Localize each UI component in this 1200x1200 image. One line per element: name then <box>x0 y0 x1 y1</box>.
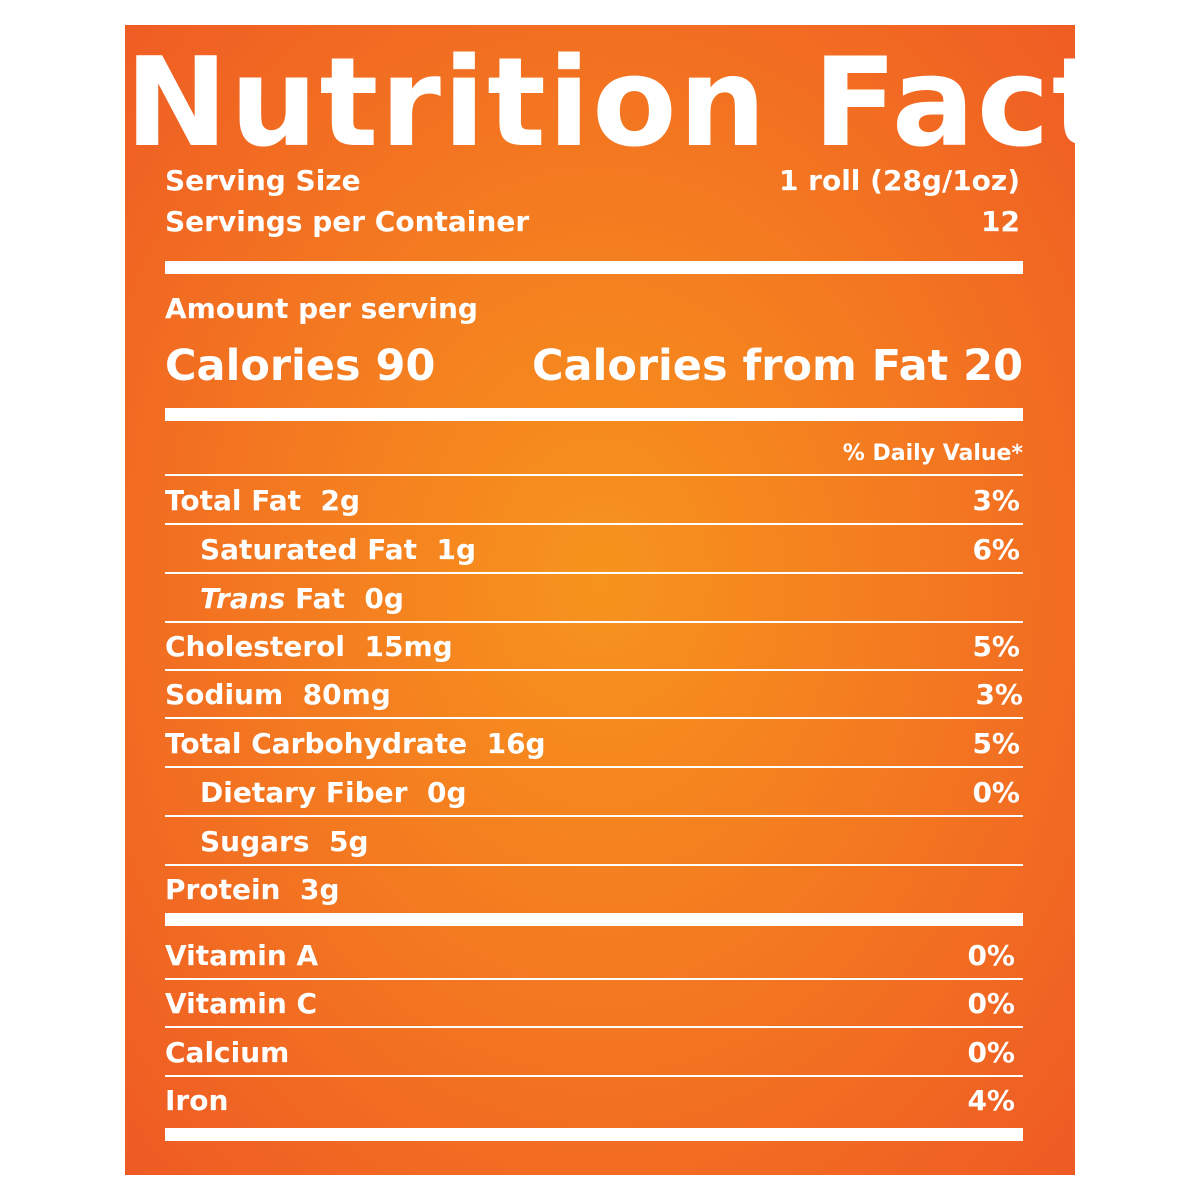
nutrient-dv-cholesterol: 5% <box>972 630 1020 663</box>
nutrient-amount: 15mg <box>364 630 453 663</box>
nutrient-name: Dietary Fiber <box>200 776 408 809</box>
divider-thin <box>165 669 1023 671</box>
nutrient-row-sodium: Sodium 80mg <box>165 681 391 709</box>
divider-thin <box>165 1026 1023 1028</box>
serving-size-value: 1 roll (28g/1oz) <box>778 164 1020 197</box>
vitamin-dv-vitamin-a: 0% <box>967 939 1015 972</box>
servings-per-container-label: Servings per Container <box>165 205 530 238</box>
nutrient-amount: 0g <box>364 582 404 615</box>
divider-thin <box>165 717 1023 719</box>
serving-size-label: Serving Size <box>165 164 361 197</box>
calories-from-fat-value: Calories from Fat 20 <box>532 341 1023 391</box>
nutrient-dv-dietary-fiber: 0% <box>972 776 1020 809</box>
divider-thick <box>165 408 1023 421</box>
vitamin-dv-iron: 4% <box>967 1084 1015 1117</box>
nutrient-dv-sodium: 3% <box>975 678 1023 711</box>
nutrient-dv-total-carbohydrate: 5% <box>972 727 1020 760</box>
nutrient-row-cholesterol: Cholesterol 15mg <box>165 633 453 661</box>
servings-per-container-value: 12 <box>981 205 1020 238</box>
nutrient-name: Cholesterol <box>165 630 345 663</box>
divider-thin <box>165 766 1023 768</box>
nutrient-row-total-fat: Total Fat 2g <box>165 487 360 515</box>
nutrient-amount: 1g <box>436 533 477 566</box>
divider-thick <box>165 913 1023 926</box>
divider-thick <box>165 261 1023 274</box>
nutrient-dv-saturated-fat: 6% <box>972 533 1020 566</box>
nutrient-row-dietary-fiber: Dietary Fiber 0g <box>200 779 467 807</box>
nutrient-row-saturated-fat: Saturated Fat 1g <box>200 536 476 564</box>
nutrient-name: Fat <box>295 582 345 615</box>
nutrient-amount: 2g <box>320 484 361 517</box>
nutrient-name-italic: Trans <box>200 582 286 615</box>
divider-thin <box>165 978 1023 980</box>
nutrient-amount: 0g <box>426 776 467 809</box>
vitamin-row-iron: Iron <box>165 1084 229 1117</box>
vitamin-dv-vitamin-c: 0% <box>967 987 1015 1020</box>
divider-thin <box>165 864 1023 866</box>
daily-value-header: % Daily Value* <box>842 441 1023 466</box>
nutrient-name: Total Fat <box>165 484 302 517</box>
amount-per-serving-label: Amount per serving <box>165 292 478 325</box>
nutrient-amount: 3g <box>299 873 340 906</box>
vitamin-dv-calcium: 0% <box>967 1036 1015 1069</box>
vitamin-row-calcium: Calcium <box>165 1036 290 1069</box>
divider-thin <box>165 523 1023 525</box>
nutrient-amount: 80mg <box>302 678 391 711</box>
vitamin-row-vitamin-c: Vitamin C <box>165 987 318 1020</box>
calories-value: Calories 90 <box>165 341 436 391</box>
nutrient-row-sugars: Sugars 5g <box>200 828 369 856</box>
divider-thin <box>165 1075 1023 1077</box>
nutrient-name: Sugars <box>200 825 310 858</box>
nutrient-name: Protein <box>165 873 281 906</box>
divider-thin <box>165 474 1023 476</box>
nutrient-name: Sodium <box>165 678 284 711</box>
nutrient-row-trans-fat: Trans Fat 0g <box>200 585 404 613</box>
vitamin-row-vitamin-a: Vitamin A <box>165 939 319 972</box>
nutrient-amount: 5g <box>329 825 369 858</box>
nutrient-amount: 16g <box>486 727 546 760</box>
nutrient-row-total-carbohydrate: Total Carbohydrate 16g <box>165 730 546 758</box>
divider-thin <box>165 815 1023 817</box>
nutrient-name: Saturated Fat <box>200 533 418 566</box>
divider-thin <box>165 621 1023 623</box>
nutrition-facts-title: Nutrition Facts <box>125 32 1188 175</box>
divider-thick <box>165 1128 1023 1141</box>
nutrition-facts-panel: Nutrition Facts Serving Size 1 roll (28g… <box>125 25 1188 1175</box>
divider-thin <box>165 572 1023 574</box>
nutrient-dv-total-fat: 3% <box>972 484 1020 517</box>
nutrient-row-protein: Protein 3g <box>165 876 340 904</box>
nutrient-name: Total Carbohydrate <box>165 727 468 760</box>
